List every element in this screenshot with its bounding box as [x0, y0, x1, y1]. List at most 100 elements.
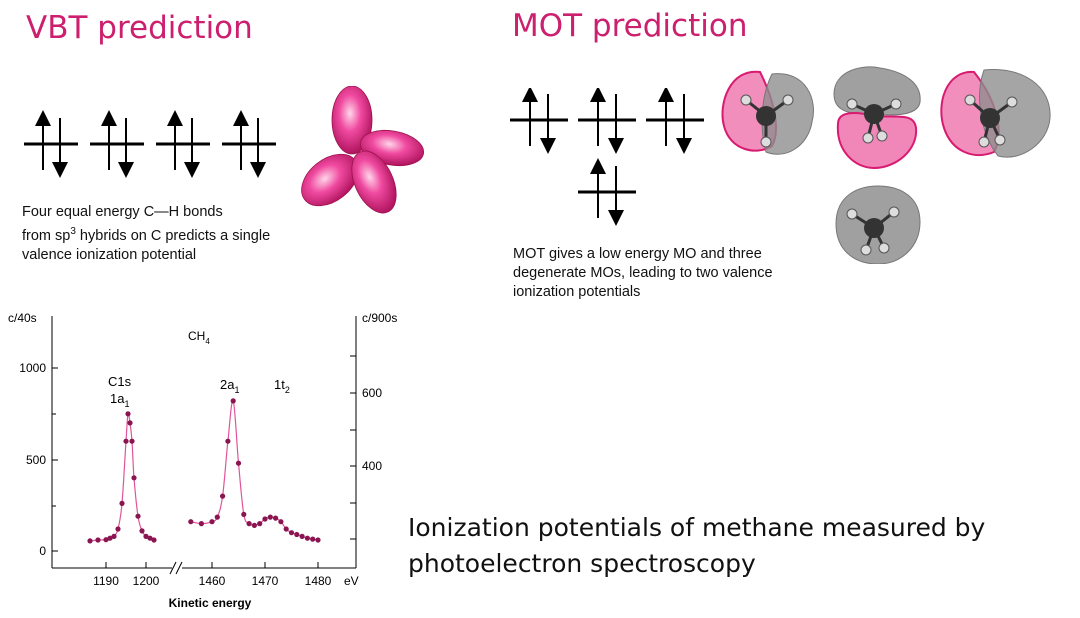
- vbt-description-line: valence ionization potential: [22, 246, 197, 263]
- x-tick: 1460: [199, 562, 226, 588]
- x-tick: 1190: [93, 562, 119, 588]
- mo-image: [835, 185, 921, 264]
- data-point: [235, 460, 242, 466]
- data-point: [135, 513, 141, 519]
- data-point: [103, 537, 109, 543]
- data-point: [283, 526, 289, 532]
- mot-description-line: MOT gives a low energy MO and three: [513, 246, 762, 262]
- methane-model: [846, 206, 900, 256]
- data-point: [123, 438, 129, 444]
- mot-title: MOT prediction: [512, 8, 748, 44]
- left-axis-label: c/40s: [8, 311, 37, 325]
- peak-label-1t2: 1t2: [274, 377, 290, 395]
- data-point: [107, 535, 113, 541]
- data-point: [129, 438, 135, 444]
- data-point: [87, 538, 93, 544]
- orbital-level: [24, 110, 78, 178]
- data-point: [251, 522, 257, 528]
- data-point: [220, 493, 226, 499]
- right-tick: 600: [350, 386, 382, 400]
- x-tick-label: 1200: [133, 574, 160, 588]
- data-point: [115, 526, 121, 532]
- spectrum-caption: Ionization potentials of methane measure…: [408, 513, 986, 578]
- data-point: [262, 516, 268, 522]
- vbt-energy-levels: [24, 110, 276, 178]
- right-axis-label: c/900s: [362, 311, 397, 325]
- spectrum-line: [190, 400, 319, 541]
- sp3-hybrid-orbitals: [301, 86, 425, 214]
- methane-model: [964, 94, 1018, 148]
- peak-label-2a1: 2a1: [220, 377, 239, 395]
- left-tick: 0: [39, 544, 58, 558]
- photoelectron-spectrum: c/40s c/900s CH4 C1s 1a1 2a1 1t2 1000 50…: [8, 311, 397, 610]
- data-point: [315, 537, 321, 543]
- data-point: [139, 528, 145, 534]
- data-point: [241, 511, 247, 517]
- data-point: [267, 514, 273, 520]
- data-point: [111, 533, 117, 539]
- right-tick-label: 600: [362, 386, 382, 400]
- hybrid-lobe: [351, 150, 397, 214]
- vbt-title: VBT prediction: [26, 10, 253, 46]
- hybrid-lobe: [331, 86, 373, 155]
- data-point: [119, 500, 125, 506]
- data-point: [225, 438, 231, 444]
- orbital-level: [90, 110, 144, 178]
- x-tick-label: 1460: [199, 574, 226, 588]
- data-point: [278, 519, 284, 525]
- low-energy-level: [578, 158, 636, 226]
- left-tick: 1000: [19, 361, 58, 375]
- mo-image: [940, 68, 1051, 158]
- mo-image: [833, 66, 921, 170]
- mot-energy-levels: [510, 88, 704, 226]
- data-point: [304, 535, 310, 541]
- x-tick-label: 1190: [93, 574, 119, 588]
- mot-description-line: ionization potentials: [513, 284, 641, 300]
- data-point: [230, 398, 236, 404]
- data-point: [214, 514, 220, 520]
- data-point: [131, 475, 137, 481]
- data-point: [310, 536, 316, 542]
- x-unit-label: eV: [344, 574, 359, 588]
- data-point: [299, 533, 305, 539]
- x-tick-label: 1470: [252, 574, 279, 588]
- peak-label-1a1: 1a1: [110, 391, 129, 409]
- data-point: [209, 519, 215, 525]
- data-point: [125, 411, 131, 417]
- data-point: [198, 521, 204, 527]
- degenerate-level: [646, 88, 704, 154]
- right-tick: 400: [350, 459, 382, 473]
- methane-model: [846, 98, 902, 144]
- left-tick-label: 0: [39, 544, 46, 558]
- molecular-orbital-images: [721, 66, 1051, 264]
- data-point: [151, 537, 157, 543]
- data-point: [288, 530, 295, 536]
- mot-description: MOT gives a low energy MO and three dege…: [513, 245, 773, 302]
- degenerate-level: [510, 88, 568, 154]
- x-tick: 1480: [305, 562, 332, 588]
- data-point: [257, 521, 263, 527]
- data-point: [143, 533, 149, 539]
- left-tick: 500: [26, 453, 58, 467]
- data-point: [294, 531, 300, 538]
- left-tick-label: 500: [26, 453, 46, 467]
- data-point: [273, 515, 279, 521]
- molecule-label: CH4: [188, 329, 210, 346]
- axis-break: [169, 561, 183, 575]
- spectrum-line: [89, 412, 155, 542]
- data-point: [188, 519, 194, 525]
- x-tick: 1200: [133, 562, 160, 588]
- left-tick-label: 1000: [19, 361, 46, 375]
- methane-model: [740, 94, 794, 148]
- x-axis-label: Kinetic energy: [169, 596, 252, 610]
- data-point: [127, 420, 133, 426]
- x-tick-label: 1480: [305, 574, 332, 588]
- vbt-description: Four equal energy C—H bonds from sp3 hyb…: [22, 203, 270, 265]
- x-tick: 1470: [252, 562, 279, 588]
- right-tick-label: 400: [362, 459, 382, 473]
- data-point: [246, 521, 252, 527]
- degenerate-level: [578, 88, 636, 154]
- spectrum-series: [87, 398, 321, 544]
- vbt-description-line: from sp3 hybrids on C predicts a single: [22, 226, 271, 244]
- data-point: [147, 535, 153, 541]
